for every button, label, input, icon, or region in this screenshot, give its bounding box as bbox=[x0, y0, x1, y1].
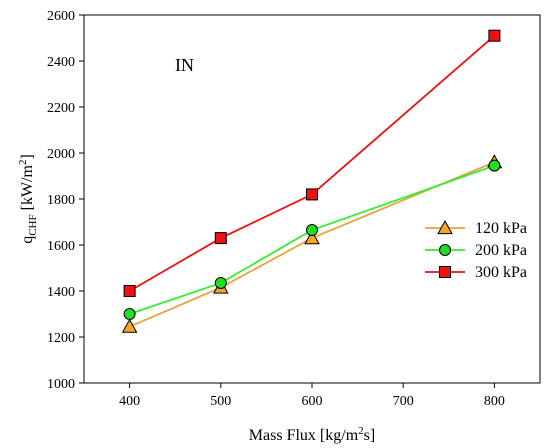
y-axis-title-unit: [kW/m bbox=[19, 165, 36, 215]
series-300-kpa bbox=[123, 29, 501, 297]
legend-label: 200 kPa bbox=[475, 242, 527, 259]
data-point bbox=[304, 230, 320, 245]
x-axis-title-sup: 2 bbox=[358, 425, 364, 437]
x-tick-label: 700 bbox=[393, 394, 414, 409]
y-axis-title-main: q bbox=[19, 236, 36, 244]
data-point bbox=[488, 29, 501, 42]
legend-entry: 200 kPa bbox=[425, 242, 527, 259]
data-point bbox=[214, 232, 227, 245]
y-axis-title: qCHF [kW/m2] bbox=[17, 154, 39, 244]
x-tick-label: 500 bbox=[210, 394, 231, 409]
y-tick-label: 1000 bbox=[47, 377, 75, 392]
y-tick-label: 1600 bbox=[47, 239, 75, 254]
data-point bbox=[306, 224, 318, 237]
x-axis-title: Mass Flux [kg/m2s] bbox=[249, 425, 375, 444]
data-point bbox=[123, 285, 136, 297]
y-tick-label: 1400 bbox=[47, 285, 75, 300]
series-line bbox=[129, 35, 495, 292]
data-point bbox=[488, 159, 501, 172]
y-tick-label: 2400 bbox=[47, 55, 75, 70]
y-tick-label: 2200 bbox=[47, 101, 75, 116]
legend-label: 120 kPa bbox=[475, 220, 527, 237]
data-point bbox=[306, 188, 318, 201]
data-point bbox=[214, 276, 227, 289]
y-tick-label: 1800 bbox=[47, 193, 75, 208]
legend-entry: 300 kPa bbox=[425, 264, 527, 281]
axes-layer: 400 500 600 700 800 1000 1200 1400 1600 1800 2000 2… bbox=[47, 9, 505, 409]
series-120-kpa bbox=[121, 154, 503, 333]
legend-marker bbox=[437, 219, 453, 235]
legend: 120 kPa 200 kPa 300 kPa bbox=[425, 219, 527, 281]
x-tick-label: 600 bbox=[302, 394, 323, 409]
y-tick-label: 1200 bbox=[47, 331, 75, 346]
series-line bbox=[129, 161, 495, 328]
legend-label: 300 kPa bbox=[475, 264, 527, 281]
x-axis-title-main: Mass Flux [kg/m bbox=[249, 427, 359, 444]
series-200-kpa bbox=[123, 159, 501, 320]
series-layer bbox=[121, 29, 503, 333]
chart-annotation: IN bbox=[175, 55, 194, 75]
x-tick-label: 800 bbox=[484, 394, 505, 409]
x-axis-title-tail: s] bbox=[364, 427, 376, 444]
data-point bbox=[123, 308, 136, 320]
y-tick-label: 2000 bbox=[47, 147, 75, 162]
legend-marker bbox=[439, 244, 451, 256]
x-tick-label: 400 bbox=[119, 394, 140, 409]
data-point bbox=[121, 318, 138, 333]
y-axis-title-sup: 2 bbox=[17, 160, 29, 166]
y-axis-title-sub: CHF bbox=[27, 214, 39, 235]
legend-marker bbox=[439, 266, 451, 278]
y-tick-label: 2600 bbox=[47, 9, 75, 24]
y-axis-title-tail: ] bbox=[19, 154, 36, 159]
series-line bbox=[129, 164, 495, 315]
legend-entry: 120 kPa bbox=[425, 219, 527, 237]
